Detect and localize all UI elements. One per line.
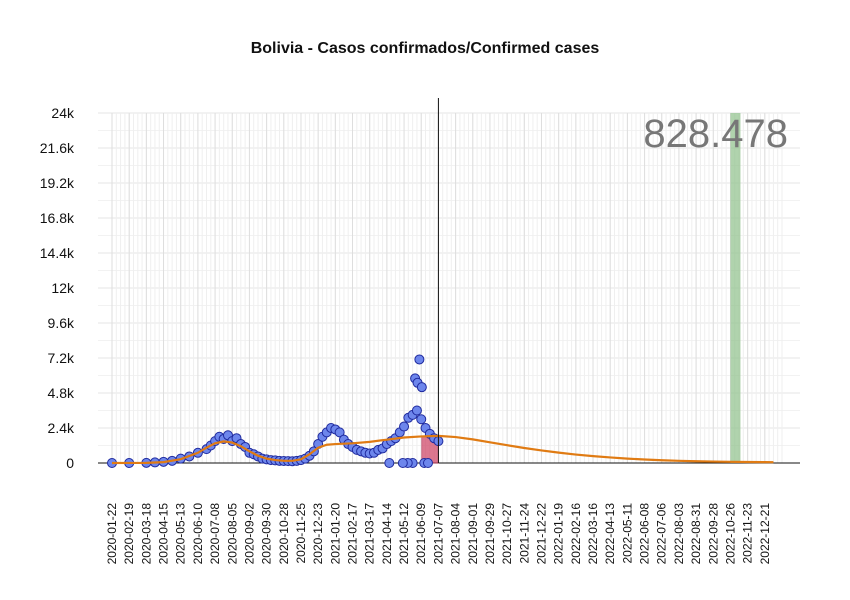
x-tick-label: 2022-03-16	[586, 503, 600, 565]
x-tick-label: 2020-02-19	[122, 503, 136, 565]
x-tick-label: 2020-05-13	[174, 503, 188, 565]
x-tick-label: 2022-10-26	[723, 503, 737, 565]
x-tick-label: 2022-07-06	[655, 503, 669, 565]
x-tick-label: 2021-05-12	[397, 503, 411, 565]
series	[107, 354, 774, 468]
fitted-curve	[111, 434, 774, 465]
x-tick-label: 2022-04-13	[603, 503, 617, 565]
x-tick-label: 2021-06-09	[414, 503, 428, 565]
observed-outlier-point	[422, 458, 433, 468]
x-tick-label: 2021-09-01	[466, 503, 480, 565]
x-tick-label: 2020-06-10	[191, 503, 205, 565]
observed-outlier-point	[397, 458, 408, 468]
x-tick-label: 2022-11-23	[741, 503, 755, 564]
observed-outlier-point	[414, 354, 425, 365]
x-tick-label: 2020-08-05	[225, 503, 239, 565]
grid	[98, 112, 800, 464]
y-tick-label: 4.8k	[48, 385, 75, 401]
x-tick-label: 2022-12-21	[758, 503, 772, 565]
x-tick-label: 2021-03-17	[363, 503, 377, 565]
annotations: 828.478	[437, 98, 788, 463]
observed-point	[416, 414, 427, 425]
x-axis: 2020-01-22 2020-02-19 2020-03-18 2020-04-15…	[105, 503, 772, 565]
x-tick-label: 2020-01-22	[105, 503, 119, 565]
x-tick-label: 2020-10-28	[277, 503, 291, 565]
y-tick-label: 12k	[51, 280, 75, 296]
x-tick-label: 2021-10-27	[500, 503, 514, 565]
x-tick-label: 2020-03-18	[139, 503, 153, 565]
chart-title: Bolivia - Casos confirmados/Confirmed ca…	[250, 40, 600, 57]
observed-outlier-point	[416, 382, 427, 393]
x-tick-label: 2020-11-25	[294, 503, 308, 564]
y-tick-label: 7.2k	[48, 350, 75, 366]
observed-outlier-point	[384, 458, 395, 468]
observed-point	[399, 421, 410, 432]
total-annotation: 828.478	[643, 112, 788, 156]
y-axis: 0 2.4k 4.8k 7.2k 9.6k 12k 14.4k 16.8k 19.2k 21.6k…	[40, 105, 75, 471]
x-tick-label: 2020-07-08	[208, 503, 222, 565]
x-tick-label: 2021-09-29	[483, 503, 497, 565]
y-tick-label: 21.6k	[40, 140, 75, 156]
x-tick-label: 2022-02-16	[569, 503, 583, 565]
y-tick-label: 2.4k	[48, 420, 75, 436]
x-tick-label: 2021-02-17	[346, 503, 360, 565]
peak-band	[730, 113, 741, 463]
x-tick-label: 2022-09-28	[706, 503, 720, 565]
x-tick-label: 2020-04-15	[157, 503, 171, 565]
y-tick-label: 24k	[51, 105, 75, 121]
x-tick-label: 2021-01-20	[328, 503, 342, 565]
x-tick-label: 2020-12-23	[311, 503, 325, 565]
y-tick-label: 19.2k	[40, 175, 75, 191]
y-tick-label: 14.4k	[40, 245, 75, 261]
y-tick-label: 0	[66, 455, 74, 471]
y-tick-label: 16.8k	[40, 210, 75, 226]
x-tick-label: 2022-01-19	[552, 503, 566, 565]
x-tick-label: 2022-06-08	[638, 503, 652, 565]
observed-point	[334, 427, 345, 438]
x-tick-label: 2020-09-02	[242, 503, 256, 565]
x-tick-label: 2022-05-11	[620, 503, 634, 564]
observed-point	[411, 405, 422, 416]
x-tick-label: 2021-11-24	[517, 503, 531, 564]
y-tick-label: 9.6k	[48, 315, 75, 331]
x-tick-label: 2022-08-31	[689, 503, 703, 565]
x-tick-label: 2021-04-14	[380, 503, 394, 565]
x-tick-label: 2022-08-03	[672, 503, 686, 565]
x-tick-label: 2021-07-07	[431, 503, 445, 565]
x-tick-label: 2020-09-30	[260, 503, 274, 565]
x-tick-label: 2021-12-22	[534, 503, 548, 565]
x-tick-label: 2021-08-04	[449, 503, 463, 565]
